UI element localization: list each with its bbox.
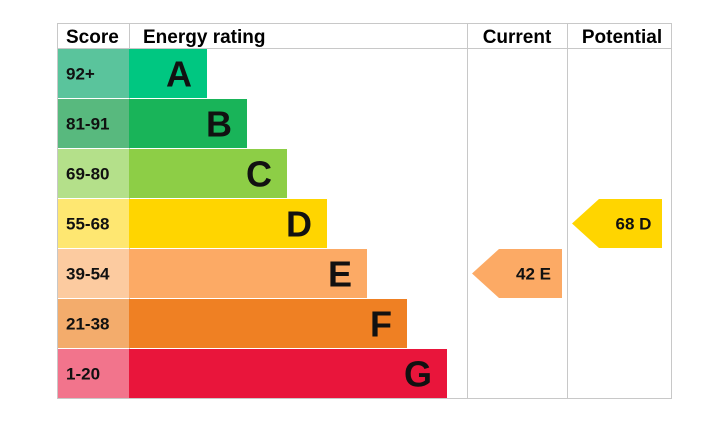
band-g: 1-20 G bbox=[58, 349, 447, 398]
band-f: 21-38 F bbox=[58, 299, 407, 348]
potential-rating-label: 68 D bbox=[616, 215, 652, 234]
header-energy-rating: Energy rating bbox=[143, 27, 265, 48]
band-score-label: 21-38 bbox=[66, 315, 109, 334]
band-bar bbox=[129, 149, 287, 198]
potential-rating: 68 D bbox=[572, 199, 662, 248]
header-current: Current bbox=[483, 27, 552, 48]
rating-indicators: 42 E 68 D bbox=[472, 199, 662, 298]
current-rating-label: 42 E bbox=[516, 265, 551, 284]
band-bar bbox=[129, 99, 247, 148]
band-score-cell bbox=[58, 249, 129, 298]
band-d: 55-68 D bbox=[58, 199, 327, 248]
band-score-cell bbox=[58, 299, 129, 348]
band-letter: E bbox=[328, 254, 352, 295]
band-score-label: 55-68 bbox=[66, 215, 109, 234]
current-rating: 42 E bbox=[472, 249, 562, 298]
header-score: Score bbox=[66, 27, 119, 48]
rating-bands: 92+ A 81-91 B 69-80 C 55-68 D 39-54 E 21-38 F 1-20 G bbox=[58, 49, 447, 398]
band-c: 69-80 C bbox=[58, 149, 287, 198]
band-score-label: 39-54 bbox=[66, 265, 110, 284]
potential-rating-arrow bbox=[572, 199, 662, 248]
band-score-label: 92+ bbox=[66, 65, 95, 84]
current-rating-arrow bbox=[472, 249, 562, 298]
band-e: 39-54 E bbox=[58, 249, 367, 298]
band-letter: B bbox=[206, 104, 232, 145]
band-b: 81-91 B bbox=[58, 99, 247, 148]
band-score-cell bbox=[58, 199, 129, 248]
band-score-cell bbox=[58, 349, 129, 398]
band-bar bbox=[129, 49, 207, 98]
band-letter: A bbox=[166, 54, 192, 95]
band-bar bbox=[129, 349, 447, 398]
column-headers: Score Energy rating Current Potential bbox=[66, 27, 662, 48]
band-bar bbox=[129, 299, 407, 348]
band-letter: D bbox=[286, 204, 312, 245]
band-score-cell bbox=[58, 49, 129, 98]
band-bar bbox=[129, 249, 367, 298]
band-score-cell bbox=[58, 149, 129, 198]
band-score-label: 69-80 bbox=[66, 165, 109, 184]
band-letter: F bbox=[370, 304, 392, 345]
band-score-cell bbox=[58, 99, 129, 148]
band-score-label: 81-91 bbox=[66, 115, 109, 134]
band-score-label: 1-20 bbox=[66, 365, 100, 384]
chart-border bbox=[57, 23, 672, 399]
band-a: 92+ A bbox=[58, 49, 207, 98]
band-bar bbox=[129, 199, 327, 248]
band-letter: C bbox=[246, 154, 272, 195]
header-potential: Potential bbox=[582, 27, 662, 48]
band-letter: G bbox=[404, 354, 432, 395]
